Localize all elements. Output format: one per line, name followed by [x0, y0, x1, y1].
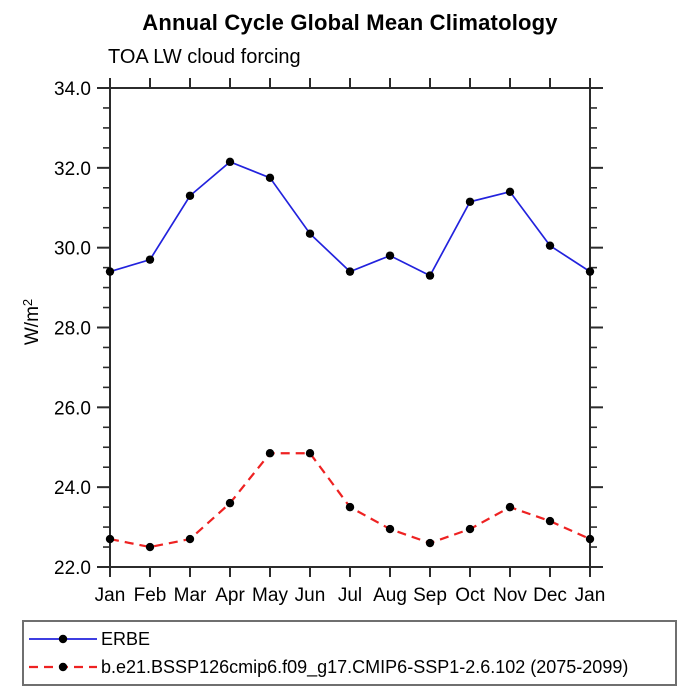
- series-line-0: [109, 160, 591, 277]
- data-point-marker-0: [465, 197, 475, 206]
- data-point-marker-0: [425, 271, 435, 280]
- data-point-marker-0: [105, 267, 115, 276]
- data-point-marker-1: [305, 449, 315, 458]
- data-point-marker-1: [545, 516, 555, 526]
- data-point-marker-0: [265, 173, 275, 183]
- x-tick-label: Nov: [493, 585, 527, 606]
- plot-frame: [109, 87, 591, 568]
- data-point-marker-1: [105, 534, 115, 544]
- data-point-marker-0: [145, 255, 155, 264]
- x-tick-label: Jan: [575, 585, 606, 606]
- data-point-marker-1: [145, 542, 155, 552]
- x-tick-label: Feb: [134, 585, 167, 606]
- x-tick-label: May: [252, 585, 288, 606]
- legend-line-sample-model: [29, 662, 97, 672]
- data-point-marker-1: [465, 524, 475, 534]
- data-point-marker-0: [345, 267, 355, 276]
- x-tick-label: Mar: [174, 585, 207, 606]
- y-tick-label: 30.0: [54, 239, 91, 260]
- legend-item-erbe: ERBE: [28, 625, 675, 653]
- x-tick-label: Jun: [295, 585, 326, 606]
- legend-item-model: b.e21.BSSP126cmip6.f09_g17.CMIP6-SSP1-2.…: [28, 653, 675, 681]
- data-point-marker-0: [545, 241, 555, 250]
- data-point-marker-0: [505, 187, 515, 196]
- chart-title: Annual Cycle Global Mean Climatology: [142, 10, 558, 35]
- data-point-marker-1: [225, 498, 235, 508]
- y-tick-label: 24.0: [54, 478, 91, 499]
- chart-subtitle: TOA LW cloud forcing: [108, 46, 301, 68]
- data-point-marker-1: [385, 524, 395, 534]
- data-point-marker-1: [425, 538, 435, 548]
- data-point-marker-0: [385, 251, 395, 260]
- x-tick-label: Oct: [455, 585, 485, 606]
- data-point-marker-0: [185, 191, 195, 200]
- data-point-marker-0: [225, 157, 235, 167]
- legend-box: ERBE b.e21.BSSP126cmip6.f09_g17.CMIP6-SS…: [22, 620, 677, 686]
- y-tick-label: 28.0: [54, 319, 91, 340]
- data-point-marker-1: [265, 449, 275, 458]
- legend-sample-marker: [58, 662, 68, 672]
- data-point-marker-1: [185, 534, 195, 544]
- x-tick-label: Aug: [373, 585, 407, 606]
- x-tick-label: Dec: [533, 585, 567, 606]
- x-tick-label: Jul: [338, 585, 362, 606]
- x-tick-label: Jan: [95, 585, 126, 606]
- x-tick-label: Sep: [413, 585, 447, 606]
- legend-sample-marker: [58, 634, 68, 644]
- x-tick-label: Apr: [215, 585, 245, 606]
- data-point-marker-0: [305, 229, 315, 238]
- series-line-1: [109, 452, 591, 549]
- data-point-marker-0: [585, 267, 595, 276]
- data-point-marker-1: [505, 502, 515, 512]
- y-tick-label: 22.0: [54, 558, 91, 579]
- y-tick-label: 34.0: [54, 79, 91, 100]
- legend-line-sample-erbe: [29, 634, 97, 644]
- legend-label-erbe: ERBE: [101, 628, 151, 649]
- y-tick-label: 32.0: [54, 159, 91, 180]
- legend-label-model: b.e21.BSSP126cmip6.f09_g17.CMIP6-SSP1-2.…: [101, 656, 629, 677]
- y-tick-label: 26.0: [54, 398, 91, 419]
- data-point-marker-1: [345, 502, 355, 512]
- data-point-marker-1: [585, 534, 595, 544]
